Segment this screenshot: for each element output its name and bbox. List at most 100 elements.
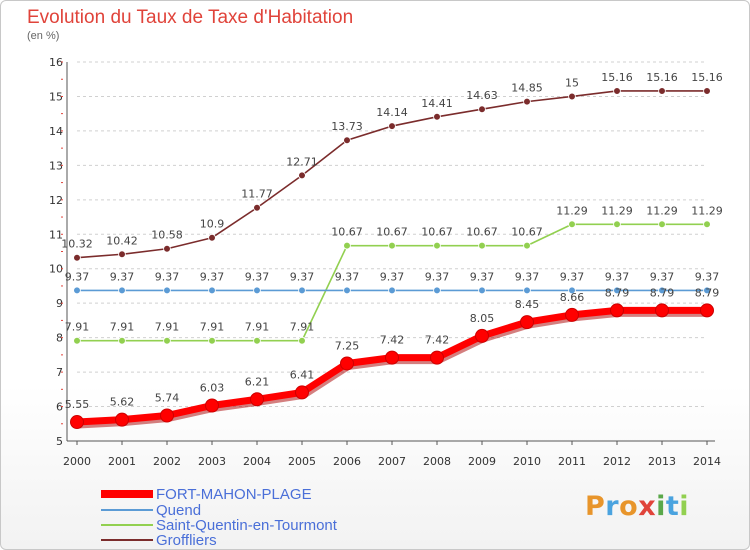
data-point — [118, 286, 126, 295]
logo-letter: r — [605, 491, 620, 522]
y-tick-label: 9 — [56, 297, 63, 310]
data-point — [298, 286, 306, 295]
data-label: 5.62 — [110, 396, 135, 409]
data-point — [73, 253, 81, 262]
data-label: 5.55 — [65, 398, 90, 411]
x-tick-label: 2005 — [288, 455, 316, 468]
x-tick-label: 2009 — [468, 455, 496, 468]
data-label: 11.29 — [691, 204, 723, 217]
data-point — [163, 336, 171, 345]
data-point — [340, 356, 354, 371]
data-point — [298, 171, 306, 180]
x-tick-label: 2003 — [198, 455, 226, 468]
x-tick-label: 2006 — [333, 455, 361, 468]
data-label: 9.37 — [695, 270, 720, 283]
data-point — [568, 92, 576, 101]
data-label: 8.79 — [695, 286, 720, 299]
data-point — [613, 220, 621, 229]
data-point — [115, 412, 129, 427]
data-point — [433, 286, 441, 295]
data-label: 10.67 — [421, 226, 453, 239]
logo-letter: P — [585, 491, 606, 522]
data-point — [430, 350, 444, 365]
data-point — [163, 286, 171, 295]
data-point — [658, 87, 666, 95]
data-point — [565, 307, 579, 322]
data-point — [205, 398, 219, 413]
data-label: 11.29 — [601, 204, 633, 217]
data-label: 9.37 — [335, 270, 360, 283]
y-tick-label: 13 — [49, 159, 63, 172]
data-label: 9.37 — [245, 270, 270, 283]
y-tick-label: 11 — [49, 228, 63, 241]
x-tick-label: 2000 — [63, 455, 91, 468]
data-label: 9.37 — [380, 270, 405, 283]
data-point — [118, 336, 126, 345]
data-point — [703, 87, 711, 95]
data-label: 11.29 — [556, 204, 588, 217]
data-label: 11.77 — [241, 188, 273, 201]
legend-swatch — [101, 490, 153, 498]
data-label: 10.32 — [61, 238, 93, 251]
logo-letter: o — [619, 491, 639, 522]
x-tick-label: 2002 — [153, 455, 181, 468]
axis-layer: 5 6 7 8 9 10 11 12 13 14 15 16 2000 2001 2002 2003 2004 2… — [49, 56, 721, 468]
data-point — [253, 336, 261, 345]
data-label: 10.67 — [511, 226, 543, 239]
data-label: 8.05 — [470, 312, 495, 325]
data-label: 6.41 — [290, 368, 315, 381]
x-tick-label: 2013 — [648, 455, 676, 468]
data-label: 9.37 — [65, 270, 90, 283]
data-point — [610, 303, 624, 318]
legend-item: Groffliers — [101, 532, 217, 548]
data-point — [523, 286, 531, 295]
data-label: 12.71 — [286, 155, 318, 168]
data-point — [160, 408, 174, 423]
data-label: 6.21 — [245, 375, 270, 388]
x-tick-label: 2001 — [108, 455, 136, 468]
data-point — [73, 336, 81, 345]
data-point — [520, 315, 534, 330]
logo-letter: x — [638, 491, 657, 522]
data-label: 9.37 — [200, 270, 225, 283]
data-label: 7.91 — [245, 321, 270, 334]
data-label: 10.67 — [466, 226, 498, 239]
x-tick-label: 2004 — [243, 455, 271, 468]
data-point — [343, 286, 351, 295]
y-tick-label: 10 — [49, 263, 63, 276]
data-label: 8.79 — [650, 286, 675, 299]
data-label: 9.37 — [155, 270, 180, 283]
data-point — [295, 385, 309, 400]
data-point — [385, 350, 399, 365]
data-point — [70, 415, 84, 430]
y-tick-label: 14 — [49, 125, 63, 138]
data-label: 10.67 — [331, 226, 363, 239]
legend-item: Saint-Quentin-en-Tourmont — [101, 517, 337, 533]
legend-swatch — [101, 509, 153, 511]
data-point — [655, 303, 669, 318]
data-point — [478, 286, 486, 295]
data-point — [700, 303, 714, 318]
data-label: 9.37 — [110, 270, 135, 283]
data-label: 9.37 — [605, 270, 630, 283]
data-label: 15.16 — [646, 71, 678, 84]
data-point — [523, 97, 531, 106]
data-label: 15.16 — [601, 71, 633, 84]
grid-layer — [77, 61, 707, 408]
data-label: 9.37 — [560, 270, 585, 283]
data-label: 9.37 — [425, 270, 450, 283]
x-tick-label: 2012 — [603, 455, 631, 468]
data-label: 15.16 — [691, 71, 723, 84]
logo-letter: t — [665, 491, 680, 522]
data-label: 14.63 — [466, 89, 498, 102]
data-point — [253, 203, 261, 212]
data-label: 10.9 — [200, 218, 225, 231]
data-label: 15 — [565, 76, 579, 89]
data-point — [208, 233, 216, 242]
data-label: 9.37 — [515, 270, 540, 283]
data-label: 7.91 — [110, 321, 135, 334]
legend-label: Quend — [156, 501, 202, 519]
data-label: 8.66 — [560, 291, 585, 304]
